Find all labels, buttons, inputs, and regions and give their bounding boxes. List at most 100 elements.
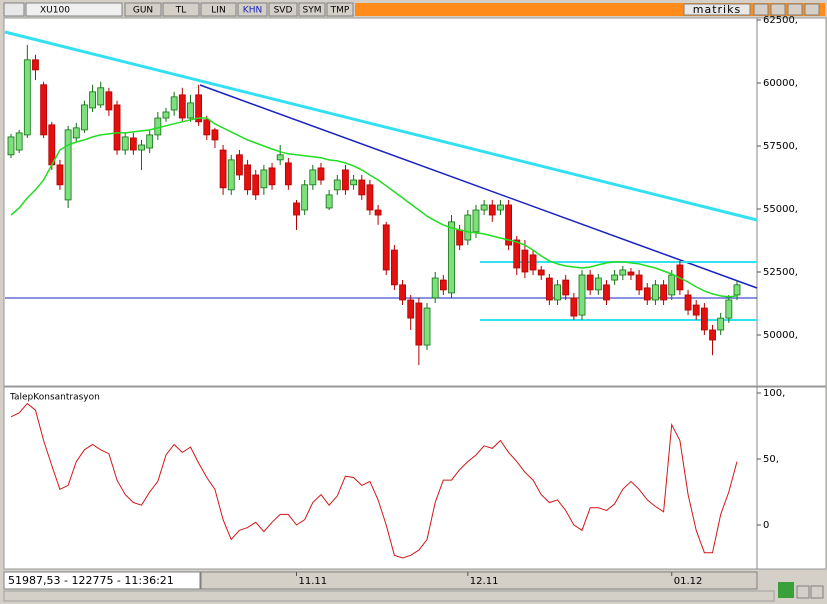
symbol-field[interactable] (25, 2, 123, 17)
toolbar-button-label: GUN (133, 6, 153, 16)
candle-body (244, 164, 251, 191)
candle-body (113, 104, 121, 151)
candle-body (611, 274, 619, 281)
candle-body (301, 184, 309, 211)
candle-body (252, 174, 260, 196)
candle-body (138, 144, 145, 151)
candle-body (219, 149, 227, 189)
y-tick-label: 52500, (763, 267, 798, 278)
candle-body (521, 249, 529, 273)
candle-body (480, 204, 488, 211)
candle-body (578, 274, 586, 316)
candle-body (733, 284, 741, 296)
candle-body (423, 307, 431, 346)
candle-body (717, 317, 725, 331)
candle-body (537, 269, 545, 276)
toolbar-button[interactable] (237, 2, 268, 17)
toolbar-button-label: TMP (330, 6, 350, 16)
candle-body (619, 269, 627, 276)
toolbar-button[interactable] (298, 2, 326, 17)
symbol: XU100 (40, 6, 70, 16)
brand: matriks (693, 3, 741, 16)
candle-body (81, 104, 88, 131)
candle-body (72, 127, 80, 139)
toolbar-button[interactable] (124, 2, 162, 17)
candle-body (497, 204, 504, 211)
refresh-button[interactable] (778, 582, 794, 598)
candle-body (652, 284, 659, 301)
candle-body (594, 277, 602, 291)
candle-body (56, 164, 64, 186)
candle-body (692, 304, 700, 316)
candle-body (407, 299, 415, 319)
candle-body (660, 284, 667, 301)
candle-body (15, 132, 23, 151)
candle-body (586, 274, 594, 291)
candle-body (448, 221, 455, 294)
window-button[interactable] (753, 3, 769, 16)
symbol-box[interactable]: XU100 (25, 2, 123, 17)
y-tick-label: 100, (763, 388, 785, 399)
candle-body (350, 179, 358, 186)
x-tick-label: 11.11 (299, 576, 328, 587)
candle-body (709, 329, 716, 341)
candle-body (121, 136, 129, 151)
window-button[interactable] (787, 3, 803, 16)
y-tick-label: 0 (763, 520, 769, 531)
candle-body (276, 154, 284, 161)
candle-body (603, 284, 610, 301)
y-tick-label: 50000, (763, 330, 798, 341)
candle-body (187, 102, 194, 119)
candle-body (635, 274, 643, 291)
candle-body (48, 124, 56, 166)
candle-body (684, 294, 692, 311)
scrollbar[interactable] (3, 590, 775, 602)
candle-body (170, 96, 178, 111)
window-button[interactable] (804, 3, 820, 16)
candle-body (40, 84, 48, 136)
toolbar-button[interactable] (326, 2, 354, 17)
candle-body (23, 59, 31, 136)
candle-body (390, 249, 398, 286)
candle-body (464, 214, 472, 241)
candle-body (227, 159, 235, 191)
candle-body (562, 279, 570, 296)
candle-body (195, 94, 203, 123)
toolbar-button-label: LIN (211, 6, 225, 16)
candle-body (317, 167, 325, 181)
scroll-right[interactable] (810, 585, 824, 599)
status-box (3, 571, 201, 590)
toolbar-button[interactable] (200, 2, 237, 17)
menu-icon[interactable] (3, 2, 25, 17)
candle-body (105, 91, 113, 111)
candle-body (89, 91, 96, 109)
indicator-title: TalepKonsantrasyon (9, 393, 100, 403)
y-tick-label: 57500, (763, 141, 798, 152)
candle-body (211, 129, 219, 141)
candle-body (472, 209, 480, 233)
candle-body (97, 87, 105, 106)
candle-body (554, 284, 561, 301)
candle-body (570, 297, 578, 317)
candle-body (505, 204, 512, 246)
candle-body (236, 154, 243, 176)
scroll-left[interactable] (796, 585, 810, 599)
candle-body (154, 117, 162, 136)
window-button[interactable] (770, 3, 786, 16)
candle-body (374, 209, 382, 216)
candle-body (513, 239, 521, 269)
toolbar-button[interactable] (268, 2, 298, 17)
candle-body (146, 134, 154, 149)
candle-body (415, 302, 423, 346)
candle-body (203, 119, 211, 136)
candle-body (382, 224, 390, 271)
y-tick-label: 62500, (763, 15, 798, 26)
toolbar-button-label: SVD (274, 6, 293, 16)
trend-line (4, 30, 758, 222)
candle-body (325, 194, 333, 209)
candle-body (260, 169, 268, 189)
toolbar-button[interactable] (162, 2, 200, 17)
candle-body (293, 202, 300, 216)
